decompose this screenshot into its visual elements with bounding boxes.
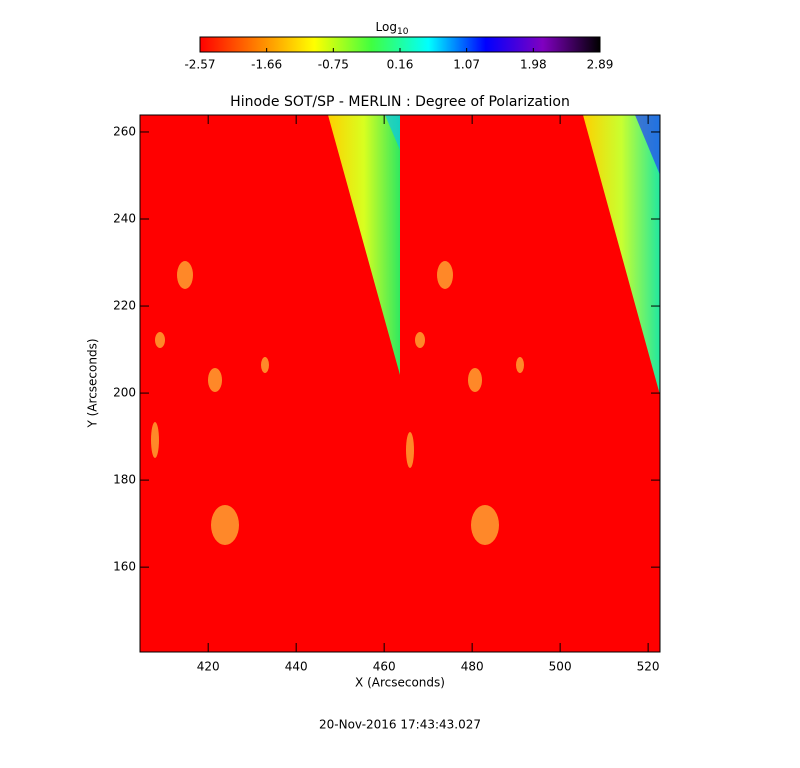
- x-tick-label: 500: [549, 660, 572, 674]
- colorbar-tick-label: -1.66: [251, 58, 282, 72]
- colorbar-tick-label: -2.57: [184, 58, 215, 72]
- colorbar-tick-label: -0.75: [318, 58, 349, 72]
- chart-title: Hinode SOT/SP - MERLIN : Degree of Polar…: [230, 94, 570, 110]
- y-tick-label: 160: [113, 560, 136, 574]
- x-axis-label: X (Arcseconds): [355, 676, 445, 690]
- x-tick-label: 520: [637, 660, 660, 674]
- y-tick-label: 200: [113, 386, 136, 400]
- colorbar-label: Log10: [376, 20, 409, 37]
- y-tick-label: 220: [113, 299, 136, 313]
- y-tick-label: 240: [113, 212, 136, 226]
- colorbar-tick-label: 1.07: [453, 58, 480, 72]
- x-tick-label: 420: [197, 660, 220, 674]
- map-image: [139, 114, 661, 653]
- colorbar-tick-label: 2.89: [587, 58, 614, 72]
- y-tick-label: 260: [113, 124, 136, 138]
- timestamp: 20-Nov-2016 17:43:43.027: [319, 718, 481, 732]
- x-tick-label: 460: [373, 660, 396, 674]
- y-axis-label: Y (Arcseconds): [86, 338, 100, 428]
- colorbar-tick-label: 0.16: [387, 58, 414, 72]
- y-tick-label: 180: [113, 473, 136, 487]
- x-tick-label: 480: [461, 660, 484, 674]
- colorbar-tick-label: 1.98: [520, 58, 547, 72]
- x-tick-label: 440: [285, 660, 308, 674]
